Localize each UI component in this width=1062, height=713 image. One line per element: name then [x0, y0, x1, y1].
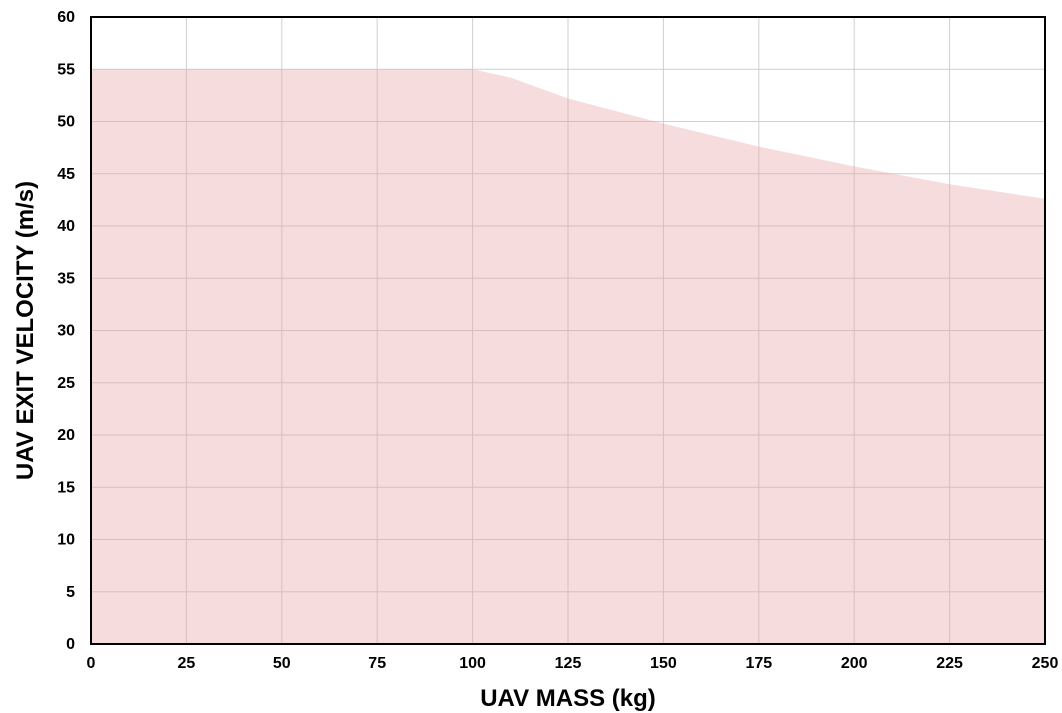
x-tick-label: 25: [178, 655, 196, 672]
y-tick-label: 55: [57, 61, 75, 78]
axes: [90, 16, 1046, 645]
area-fill: [91, 69, 1045, 644]
y-axis-title: UAV EXIT VELOCITY (m/s): [12, 181, 39, 480]
y-tick-labels: 0 5 10 15 20 25 30 35 40 45 50 55 60: [57, 9, 75, 653]
x-tick-label: 175: [745, 655, 772, 672]
y-tick-label: 30: [57, 323, 75, 340]
x-tick-label: 50: [273, 655, 291, 672]
plot-border: [90, 16, 1046, 645]
x-tick-label: 100: [459, 655, 486, 672]
x-tick-labels: 0 25 50 75 100 125 150 175 200 225 250: [87, 655, 1059, 672]
x-tick-label: 250: [1032, 655, 1059, 672]
y-tick-label: 40: [57, 218, 75, 235]
y-tick-label: 0: [66, 636, 75, 653]
area-series: [91, 69, 1045, 644]
y-tick-label: 35: [57, 270, 75, 287]
x-tick-label: 150: [650, 655, 677, 672]
y-tick-label: 45: [57, 166, 75, 183]
x-tick-label: 0: [87, 655, 96, 672]
y-tick-label: 15: [57, 479, 75, 496]
y-tick-label: 60: [57, 9, 75, 26]
x-tick-label: 225: [936, 655, 963, 672]
x-axis-title: UAV MASS (kg): [480, 685, 656, 712]
x-tick-label: 200: [841, 655, 868, 672]
y-tick-label: 10: [57, 532, 75, 549]
y-tick-label: 25: [57, 375, 75, 392]
y-tick-label: 5: [66, 584, 75, 601]
y-tick-label: 20: [57, 427, 75, 444]
x-tick-label: 125: [555, 655, 582, 672]
x-tick-label: 75: [368, 655, 386, 672]
y-tick-label: 50: [57, 114, 75, 131]
